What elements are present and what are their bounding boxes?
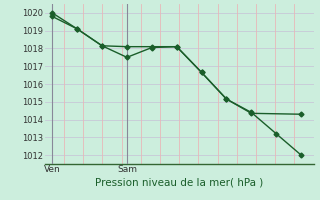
X-axis label: Pression niveau de la mer( hPa ): Pression niveau de la mer( hPa ) xyxy=(95,177,263,187)
